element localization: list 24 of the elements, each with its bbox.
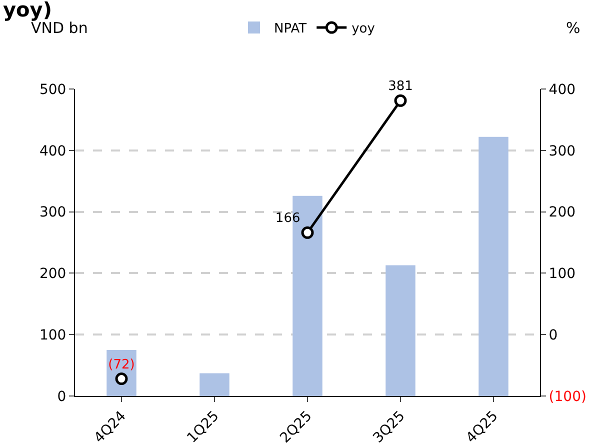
data-label: 381 [388,79,413,94]
y-tick-label: 0 [57,388,66,405]
bar [200,373,230,396]
y2-tick-label: 100 [548,266,576,282]
bar [386,265,416,396]
data-label: (72) [108,357,135,372]
y2-axis-title: % [566,19,580,37]
y2-tick-label: (100) [548,388,586,405]
y-tick-label: 100 [39,328,66,344]
y2-tick-label: 300 [548,143,576,160]
y-tick-label: 400 [39,143,66,160]
y2-tick-label: 400 [548,82,576,98]
point [394,94,407,107]
bar [478,136,508,396]
y-tick-label: 200 [39,266,66,282]
chart-title: yoy) [3,0,52,22]
legend-label: yoy [352,22,376,37]
legend-label: NPAT [274,22,307,37]
y2-tick-label: 200 [548,204,576,221]
point [301,226,314,239]
y-tick-label: 300 [39,204,66,221]
y-tick-label: 500 [39,82,66,98]
data-label: 166 [275,211,300,226]
y2-tick-label: 0 [548,328,558,344]
